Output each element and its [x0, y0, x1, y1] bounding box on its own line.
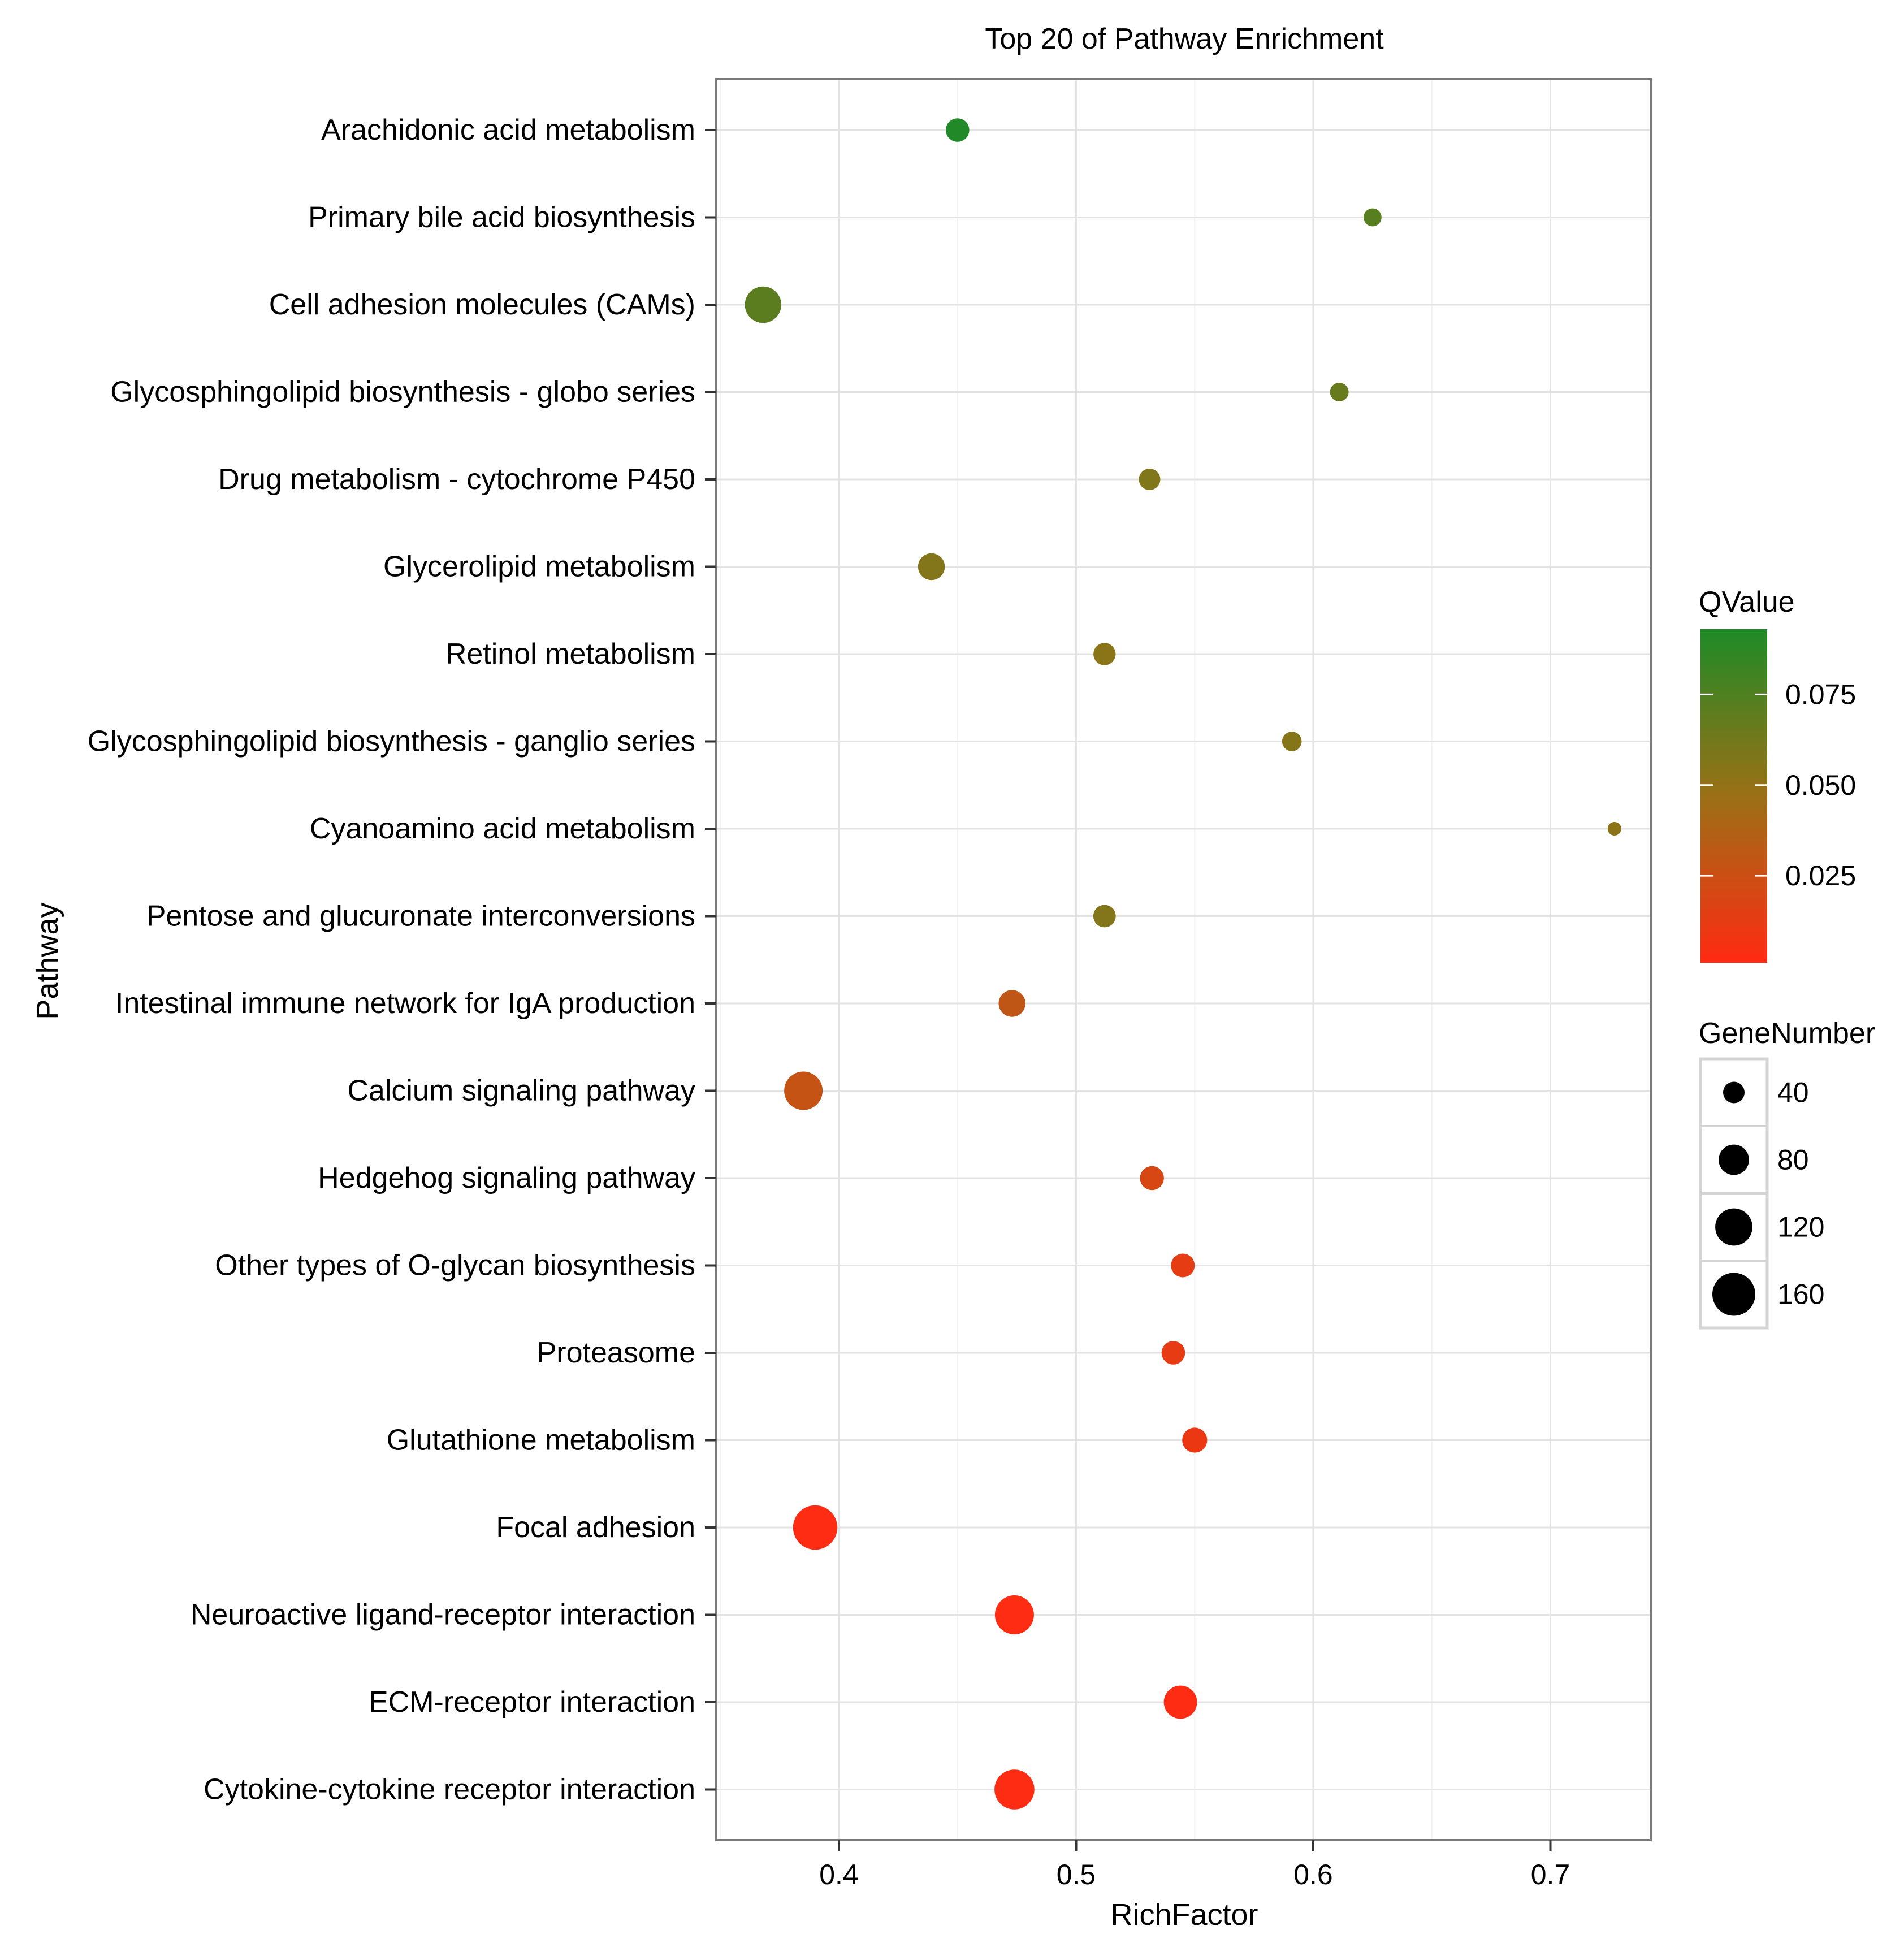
data-point: [784, 1071, 823, 1110]
x-axis-title: RichFactor: [1110, 1898, 1258, 1932]
data-point: [946, 118, 970, 142]
x-axis: 0.4 0.5 0.6 0.7: [819, 1840, 1570, 1890]
qvalue-legend: QValue 0.075 0.050 0.025: [1699, 586, 1856, 963]
data-point: [1093, 905, 1116, 928]
data-point: [994, 1769, 1035, 1810]
data-point: [1364, 208, 1382, 227]
y-tick-label: Primary bile acid biosynthesis: [308, 201, 695, 234]
genenumber-key-label: 160: [1777, 1279, 1824, 1310]
y-axis-title: Pathway: [31, 902, 64, 1019]
data-point: [1163, 1685, 1197, 1719]
qvalue-colorbar: [1700, 629, 1767, 963]
data-point: [793, 1505, 838, 1550]
data-point: [1140, 1166, 1164, 1191]
data-point: [1139, 469, 1161, 490]
data-point: [994, 1595, 1034, 1634]
y-tick-label: Glutathione metabolism: [387, 1424, 695, 1457]
x-tick-label: 0.5: [1057, 1859, 1096, 1890]
genenumber-legend: GeneNumber 40 80 120 160: [1699, 1017, 1875, 1330]
chart-title: Top 20 of Pathway Enrichment: [985, 23, 1384, 55]
y-tick-label: Pentose and glucuronate interconversions: [146, 900, 695, 933]
y-axis: Arachidonic acid metabolism Primary bile …: [88, 114, 716, 1806]
genenumber-key-label: 120: [1777, 1211, 1824, 1243]
data-point: [1282, 732, 1302, 751]
plot-panel: [716, 79, 1651, 1840]
y-tick-label: Arachidonic acid metabolism: [321, 114, 695, 146]
x-tick-label: 0.6: [1293, 1859, 1333, 1890]
y-tick-label: Focal adhesion: [496, 1511, 695, 1544]
x-tick-label: 0.4: [819, 1859, 859, 1890]
genenumber-legend-title: GeneNumber: [1699, 1017, 1875, 1050]
y-tick-label: Cyanoamino acid metabolism: [310, 812, 695, 845]
y-tick-label: Hedgehog signaling pathway: [318, 1162, 695, 1195]
y-tick-label: Proteasome: [537, 1336, 695, 1369]
data-point: [1093, 643, 1116, 665]
y-tick-label: Other types of O-glycan biosynthesis: [215, 1249, 695, 1282]
genenumber-key-label: 80: [1777, 1144, 1809, 1176]
data-point: [1171, 1253, 1195, 1278]
data-point: [998, 990, 1025, 1017]
y-tick-label: Neuroactive ligand-receptor interaction: [191, 1599, 695, 1632]
y-tick-label: Cytokine-cytokine receptor interaction: [204, 1773, 695, 1806]
y-tick-label: Calcium signaling pathway: [347, 1075, 695, 1107]
data-points: [745, 118, 1621, 1810]
qvalue-tick-label: 0.025: [1785, 860, 1856, 892]
data-point: [1161, 1341, 1185, 1365]
data-point: [745, 286, 782, 323]
genenumber-key-label: 40: [1777, 1077, 1809, 1109]
y-tick-label: ECM-receptor interaction: [369, 1686, 695, 1719]
genenumber-key-dot: [1719, 1144, 1749, 1175]
data-point: [1182, 1427, 1208, 1453]
genenumber-legend-keys: 40 80 120 160: [1699, 1057, 1824, 1330]
grid-lines: [716, 79, 1651, 1840]
qvalue-legend-title: QValue: [1699, 586, 1795, 618]
y-tick-label: Glycosphingolipid biosynthesis - globo s…: [110, 376, 695, 409]
data-point: [1607, 822, 1621, 836]
plot-border: [715, 78, 1652, 1841]
data-point: [918, 553, 945, 581]
genenumber-key-dot: [1723, 1081, 1745, 1104]
genenumber-key-dot: [1712, 1273, 1755, 1316]
y-tick-label: Retinol metabolism: [445, 638, 695, 670]
y-tick-label: Glycerolipid metabolism: [383, 551, 695, 583]
y-tick-label: Glycosphingolipid biosynthesis - ganglio…: [88, 725, 695, 758]
qvalue-legend-ticks: 0.075 0.050 0.025: [1700, 678, 1856, 892]
qvalue-tick-label: 0.050: [1785, 769, 1856, 801]
qvalue-tick-label: 0.075: [1785, 678, 1856, 710]
y-tick-label: Intestinal immune network for IgA produc…: [115, 987, 695, 1020]
y-tick-label: Cell adhesion molecules (CAMs): [269, 288, 695, 321]
data-point: [1330, 383, 1349, 401]
x-tick-label: 0.7: [1531, 1859, 1570, 1890]
genenumber-key-dot: [1715, 1208, 1752, 1246]
y-tick-label: Drug metabolism - cytochrome P450: [218, 463, 695, 496]
